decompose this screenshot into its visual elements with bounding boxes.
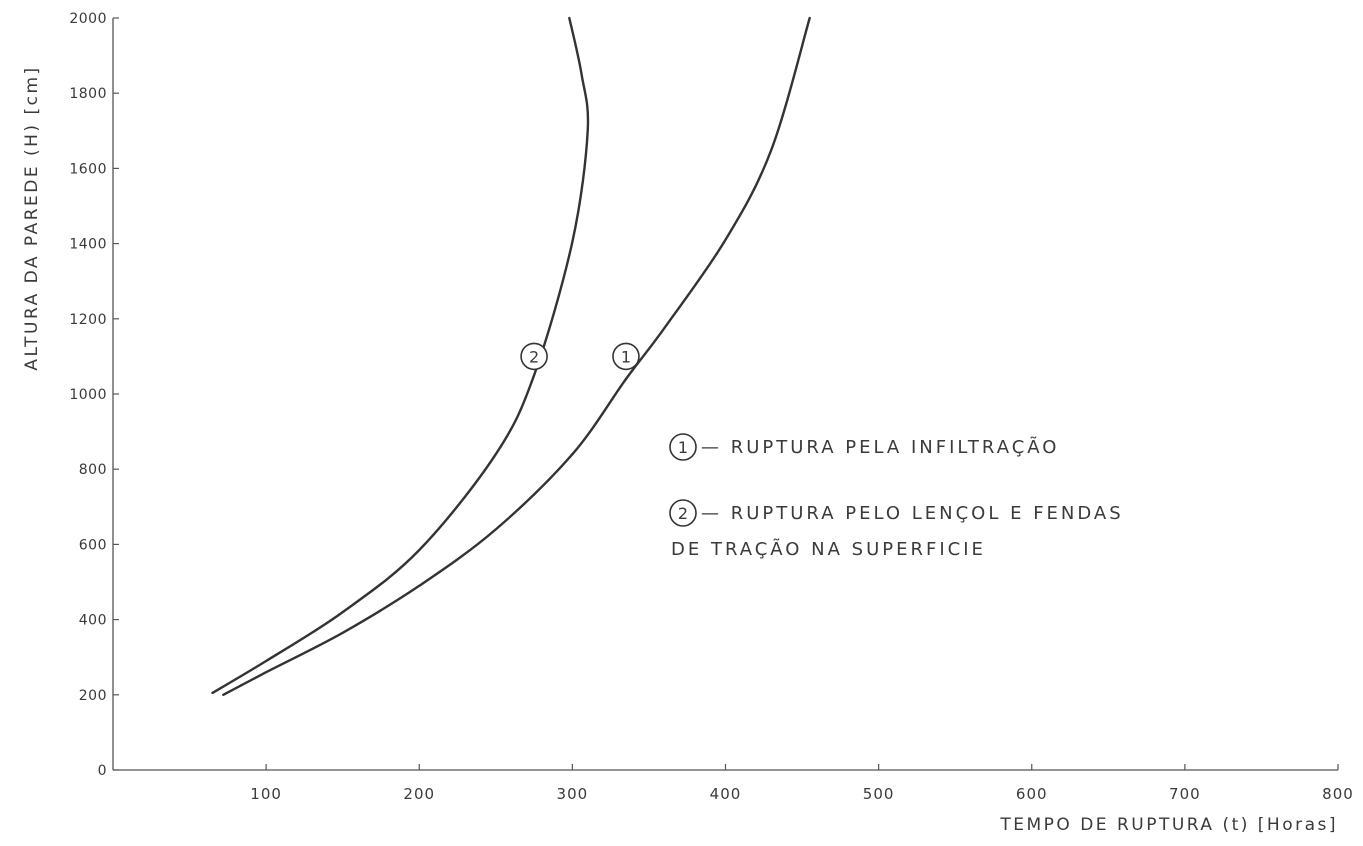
y-tick-label: 800 [79,462,107,478]
series-marker-2: 2 [520,342,548,371]
legend-label: — RUPTURA PELO LENÇOL E FENDAS [701,503,1124,524]
x-tick-label: 500 [863,785,895,803]
series-group [211,16,811,696]
legend: 1 — RUPTURA PELA INFILTRAÇÃO 2 — RUPTURA PE… [669,433,1124,560]
legend-marker-label: 1 [678,438,688,457]
y-tick-label: 600 [79,537,107,553]
y-tick-label: 1600 [69,161,107,177]
x-tick-label: 200 [403,785,435,803]
x-tick-label: 600 [1016,785,1048,803]
legend-marker-circle [669,433,697,461]
legend-label: DE TRAÇÃO NA SUPERFICIE [671,538,986,560]
x-tick-label: 300 [557,785,589,803]
y-tick-label: 1400 [69,237,107,253]
x-tick-label: 700 [1169,785,1201,803]
x-tick-label: 800 [1322,785,1354,803]
y-tick-label: 1000 [69,387,107,403]
series-line-1 [222,16,811,696]
x-tick-label: 400 [710,785,742,803]
y-tick-label: 2000 [69,11,107,27]
y-axis-label: ALTURA DA PAREDE (H) [cm] [22,65,42,370]
y-tick-label: 200 [79,688,107,704]
x-tick-group: 100 200 300 400 500 600 700 800 [250,764,1354,803]
legend-marker-label: 2 [678,504,688,523]
y-tick-label: 0 [98,763,107,779]
series-marker-label: 2 [529,347,539,366]
legend-marker-circle [669,499,697,527]
legend-label: — RUPTURA PELA INFILTRAÇÃO [701,436,1059,458]
series-line-2 [211,16,590,695]
series-marker-circle [612,342,640,371]
series-marker-circle [520,342,548,371]
x-tick-label: 100 [250,785,282,803]
y-tick-label: 1800 [69,86,107,102]
series-marker-group: 12 [520,342,640,371]
legend-item-1: 1 — RUPTURA PELA INFILTRAÇÃO [669,433,1059,461]
y-tick-group: 0 200 400 600 800 1000 1200 1400 1600 1800 2000 [69,11,119,779]
series-marker-label: 1 [621,347,631,366]
series-marker-1: 1 [612,342,640,371]
x-axis-label: TEMPO DE RUPTURA (t) [Horas] [999,815,1338,835]
legend-item-2: 2 — RUPTURA PELO LENÇOL E FENDAS DE TRAÇÃO… [669,499,1124,560]
y-tick-label: 400 [79,613,107,629]
y-tick-label: 1200 [69,312,107,328]
